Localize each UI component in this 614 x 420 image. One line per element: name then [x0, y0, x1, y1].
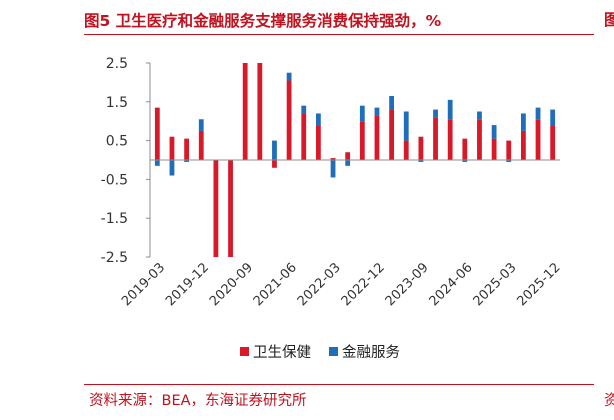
bar-healthcare-2020-09: [242, 63, 248, 160]
legend-item-financial-services: 金融服务: [329, 341, 400, 362]
bar-financial-services-2021-03: [272, 140, 277, 160]
legend-swatch-financial-services: [329, 347, 338, 356]
y-tick-label: 2.5: [106, 56, 128, 72]
bar-healthcare-2022-06: [345, 152, 351, 160]
bar-financial-services-2024-03: [447, 99, 453, 120]
bar-financial-services-2019-12: [198, 119, 204, 131]
bar-financial-services-2021-09: [301, 105, 307, 114]
bar-healthcare-2024-09: [477, 119, 482, 160]
bar-financial-services-2025-06: [520, 113, 526, 131]
x-tick-label: 2022-12: [339, 260, 388, 309]
bar-financial-services-2024-09: [477, 111, 482, 120]
bar-healthcare-2021-03: [272, 160, 277, 168]
bar-healthcare-2021-06: [286, 80, 292, 160]
bar-healthcare-2019-12: [198, 130, 204, 160]
bar-healthcare-2022-03: [330, 158, 336, 160]
bar-healthcare-2024-03: [447, 119, 453, 160]
bar-financial-services-2023-12: [433, 109, 438, 118]
bar-financial-services-2023-09: [418, 160, 424, 162]
bar-financial-services-2019-09: [184, 160, 190, 162]
bar-healthcare-2020-06: [228, 160, 233, 257]
bar-financial-services-2024-06: [462, 160, 468, 162]
bar-financial-services-2022-09: [359, 105, 365, 122]
chart-legend: 卫生保健 金融服务: [240, 341, 418, 362]
bar-healthcare-2025-03: [506, 140, 512, 160]
x-tick-label: 2024-06: [427, 260, 476, 309]
bar-healthcare-2019-06: [169, 136, 175, 160]
y-tick-label: -2.5: [101, 250, 128, 266]
bar-financial-services-2021-12: [315, 113, 321, 126]
bar-healthcare-2024-12: [491, 138, 497, 160]
legend-label-healthcare: 卫生保健: [253, 345, 311, 361]
bar-healthcare-2023-09: [418, 136, 424, 160]
axes-layer: 2.5 1.5 0.5 -0.5 -1.5 -2.52019-032019-122020-…: [101, 56, 564, 309]
bar-healthcare-2025-12: [550, 125, 556, 160]
bar-healthcare-2025-06: [520, 130, 526, 160]
bar-layer: [154, 63, 556, 257]
bar-healthcare-2019-09: [184, 138, 190, 160]
bar-healthcare-2021-12: [315, 125, 321, 160]
y-tick-label: -0.5: [101, 172, 128, 188]
bar-healthcare-2020-12: [257, 63, 263, 160]
title-divider: [84, 34, 594, 35]
x-tick-label: 2019-12: [163, 260, 212, 309]
source-note: 资料来源：BEA，东海证券研究所: [89, 393, 307, 409]
bar-healthcare-2020-03: [213, 160, 219, 257]
x-tick-label: 2019-03: [119, 260, 168, 309]
x-tick-label: 2025-12: [514, 260, 563, 309]
bar-healthcare-2023-12: [433, 117, 438, 160]
bar-financial-services-2025-09: [535, 107, 541, 120]
bar-healthcare-2023-03: [389, 109, 395, 160]
figure-title: 图5 卫生医疗和金融服务支撑服务消费保持强劲，%: [84, 12, 442, 30]
adjacent-source-fragment: 资: [604, 393, 614, 409]
adjacent-figure-title-fragment: 图: [604, 11, 614, 29]
bar-healthcare-2023-06: [403, 140, 409, 160]
legend-swatch-healthcare: [240, 347, 249, 356]
x-tick-label: 2022-03: [295, 260, 344, 309]
bar-financial-services-2022-03: [330, 160, 336, 178]
y-tick-label: 1.5: [106, 95, 128, 111]
bar-healthcare-2022-09: [359, 121, 365, 160]
bar-healthcare-2019-03: [154, 107, 160, 160]
x-tick-label: 2023-09: [383, 260, 432, 309]
x-tick-label: 2025-03: [471, 260, 520, 309]
bar-financial-services-2023-03: [389, 95, 395, 110]
legend-item-healthcare: 卫生保健: [240, 341, 311, 362]
bar-financial-services-2019-03: [154, 160, 160, 166]
bar-financial-services-2021-06: [286, 72, 292, 81]
bar-healthcare-2024-06: [462, 138, 468, 160]
x-tick-label: 2021-06: [251, 260, 300, 309]
bar-financial-services-2025-03: [506, 160, 512, 162]
bar-healthcare-2021-09: [301, 113, 307, 160]
bar-financial-services-2024-12: [491, 125, 497, 139]
y-tick-label: 0.5: [106, 134, 128, 150]
bar-healthcare-2022-12: [374, 115, 380, 160]
bar-financial-services-2025-12: [550, 109, 556, 126]
bar-financial-services-2023-06: [403, 111, 409, 141]
bar-financial-services-2019-06: [169, 160, 175, 176]
y-tick-label: -1.5: [101, 211, 128, 227]
bar-financial-services-2022-12: [374, 107, 380, 116]
bar-financial-services-2022-06: [345, 160, 351, 166]
bar-healthcare-2025-09: [535, 119, 541, 160]
x-tick-label: 2020-09: [207, 260, 256, 309]
legend-label-financial-services: 金融服务: [342, 345, 400, 361]
source-divider: [84, 384, 594, 385]
